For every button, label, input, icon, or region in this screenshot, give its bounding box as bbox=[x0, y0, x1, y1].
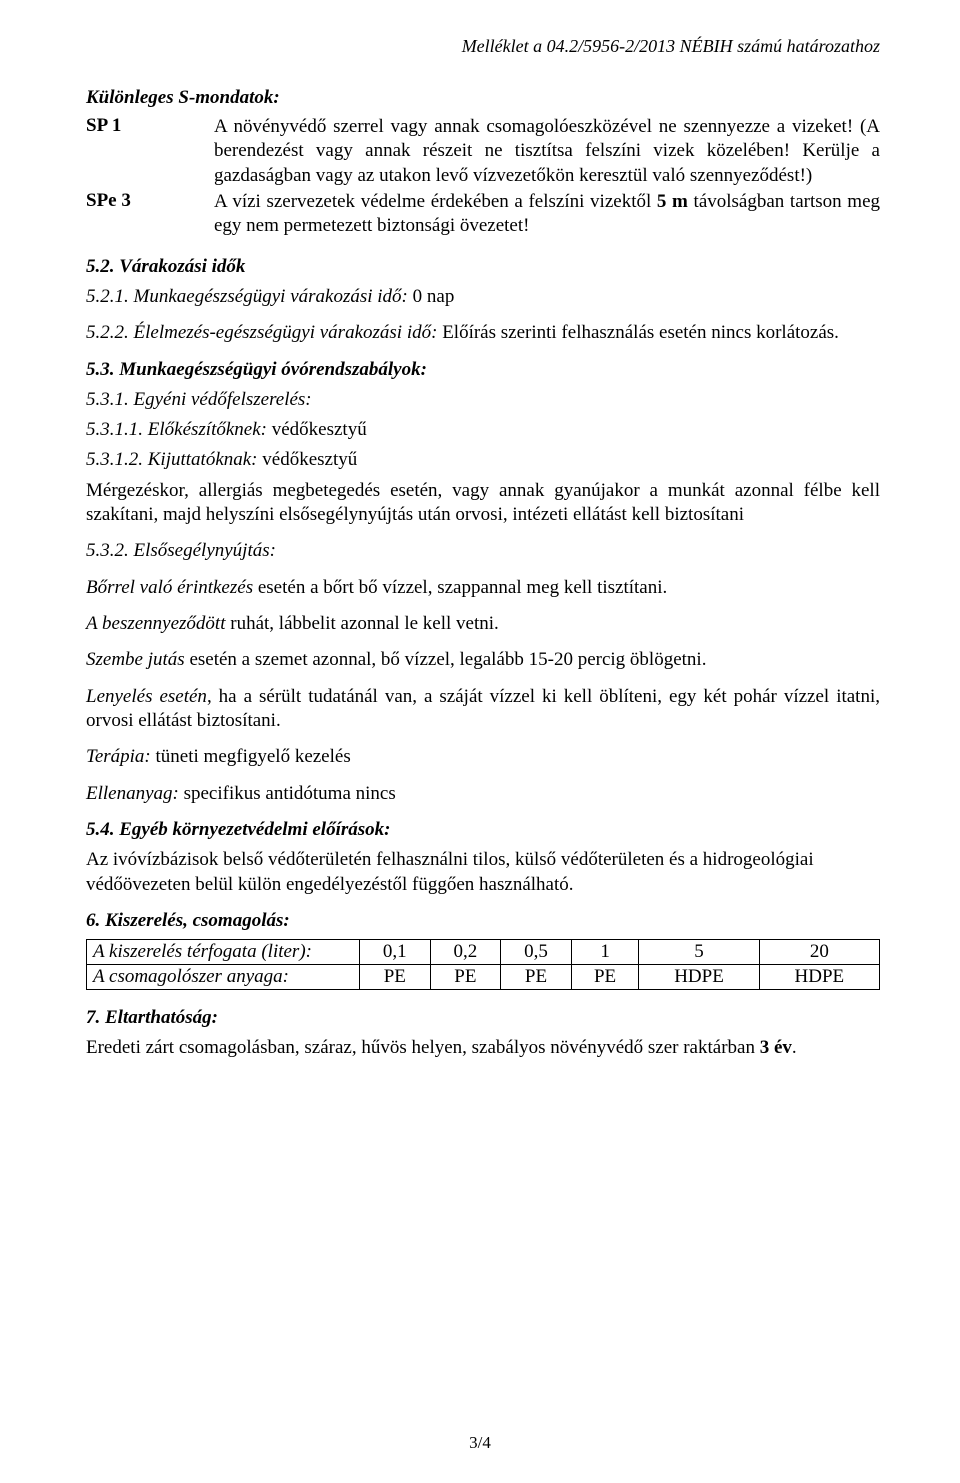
ppe-apply-value: védőkesztyű bbox=[258, 449, 358, 470]
pack-cell: 0,1 bbox=[360, 940, 431, 965]
environmental-heading: 5.4. Egyéb környezetvédelmi előírások: bbox=[86, 818, 880, 842]
antidote: Ellenanyag: specifikus antidótuma nincs bbox=[86, 782, 880, 806]
pack-cell: HDPE bbox=[639, 965, 759, 990]
sp-text: A vízi szervezetek védelme érdekében a f… bbox=[214, 190, 880, 239]
sp-text-bold: 5 m bbox=[657, 191, 688, 212]
antidote-text: specifikus antidótuma nincs bbox=[179, 783, 396, 804]
therapy: Terápia: tüneti megfigyelő kezelés bbox=[86, 745, 880, 769]
s-sentences-block: SP 1 A növényvédő szerrel vagy annak cso… bbox=[86, 115, 880, 239]
ppe-applicators: 5.3.1.2. Kijuttatóknak: védőkesztyű bbox=[86, 448, 880, 472]
eye-label: Szembe jutás bbox=[86, 649, 185, 670]
pack-cell: 0,2 bbox=[430, 940, 501, 965]
pack-cell: 0,5 bbox=[501, 940, 572, 965]
pack-cell: PE bbox=[501, 965, 572, 990]
pack-cell: 5 bbox=[639, 940, 759, 965]
packaging-heading: 6. Kiszerelés, csomagolás: bbox=[86, 909, 880, 933]
header-reference: Melléklet a 04.2/5956-2/2013 NÉBIH számú… bbox=[86, 36, 880, 57]
pack-cell: PE bbox=[571, 965, 639, 990]
swallow-label: Lenyelés esetén bbox=[86, 686, 207, 707]
skin-text: esetén a bőrt bő vízzel, szappannal meg … bbox=[253, 577, 667, 598]
poisoning-text: Mérgezéskor, allergiás megbetegedés eset… bbox=[86, 479, 880, 528]
first-aid-clothes: A beszennyeződött ruhát, lábbelit azonna… bbox=[86, 612, 880, 636]
eye-text: esetén a szemet azonnal, bő vízzel, lega… bbox=[185, 649, 707, 670]
waiting-times-item-2: 5.2.2. Élelmezés-egészségügyi várakozási… bbox=[86, 321, 880, 345]
sp-text: A növényvédő szerrel vagy annak csomagol… bbox=[214, 115, 880, 188]
shelf-life-prefix: Eredeti zárt csomagolásban, száraz, hűvö… bbox=[86, 1037, 760, 1058]
ppe-heading: 5.3.1. Egyéni védőfelszerelés: bbox=[86, 388, 880, 412]
first-aid-heading: 5.3.2. Elsősegélynyújtás: bbox=[86, 539, 880, 563]
waiting-item-label: 5.2.1. Munkaegészségügyi várakozási idő: bbox=[86, 286, 408, 307]
pack-row-label: A csomagolószer anyaga: bbox=[87, 965, 360, 990]
clothes-label: A beszennyeződött bbox=[86, 613, 226, 634]
ppe-prep-label: 5.3.1.1. Előkészítőknek: bbox=[86, 419, 267, 440]
clothes-text: ruhát, lábbelit azonnal le kell vetni. bbox=[226, 613, 499, 634]
ppe-apply-label: 5.3.1.2. Kijuttatóknak: bbox=[86, 449, 258, 470]
packaging-table: A kiszerelés térfogata (liter): 0,1 0,2 … bbox=[86, 939, 880, 990]
sp-code: SPe 3 bbox=[86, 190, 214, 212]
therapy-label: Terápia: bbox=[86, 746, 151, 767]
sp-code: SP 1 bbox=[86, 115, 214, 137]
antidote-label: Ellenanyag: bbox=[86, 783, 179, 804]
pack-cell: 20 bbox=[759, 940, 879, 965]
table-row: A kiszerelés térfogata (liter): 0,1 0,2 … bbox=[87, 940, 880, 965]
first-aid-eye: Szembe jutás esetén a szemet azonnal, bő… bbox=[86, 648, 880, 672]
pack-cell: PE bbox=[430, 965, 501, 990]
skin-label: Bőrrel való érintkezés bbox=[86, 577, 253, 598]
pack-cell: HDPE bbox=[759, 965, 879, 990]
therapy-text: tüneti megfigyelő kezelés bbox=[151, 746, 351, 767]
shelf-life-bold: 3 év bbox=[760, 1037, 792, 1058]
pack-row-label: A kiszerelés térfogata (liter): bbox=[87, 940, 360, 965]
waiting-times-item-1: 5.2.1. Munkaegészségügyi várakozási idő:… bbox=[86, 285, 880, 309]
shelf-life-heading: 7. Eltarthatóság: bbox=[86, 1006, 880, 1030]
occupational-heading: 5.3. Munkaegészségügyi óvórendszabályok: bbox=[86, 358, 880, 382]
waiting-item-value: 0 nap bbox=[408, 286, 454, 307]
shelf-life-text: Eredeti zárt csomagolásban, száraz, hűvö… bbox=[86, 1036, 880, 1060]
pack-cell: PE bbox=[360, 965, 431, 990]
first-aid-skin: Bőrrel való érintkezés esetén a bőrt bő … bbox=[86, 576, 880, 600]
environmental-text: Az ivóvízbázisok belső védőterületén fel… bbox=[86, 848, 880, 897]
table-row: A csomagolószer anyaga: PE PE PE PE HDPE… bbox=[87, 965, 880, 990]
document-page: Melléklet a 04.2/5956-2/2013 NÉBIH számú… bbox=[0, 0, 960, 1483]
sp-text-prefix: A vízi szervezetek védelme érdekében a f… bbox=[214, 191, 657, 212]
first-aid-swallow: Lenyelés esetén, ha a sérült tudatánál v… bbox=[86, 685, 880, 734]
waiting-times-heading: 5.2. Várakozási idők bbox=[86, 255, 880, 279]
waiting-item-label: 5.2.2. Élelmezés-egészségügyi várakozási… bbox=[86, 322, 437, 343]
page-number: 3/4 bbox=[0, 1433, 960, 1453]
ppe-prep-value: védőkesztyű bbox=[267, 419, 367, 440]
waiting-item-value: Előírás szerinti felhasználás esetén nin… bbox=[437, 322, 839, 343]
pack-cell: 1 bbox=[571, 940, 639, 965]
shelf-life-suffix: . bbox=[792, 1037, 797, 1058]
sp-row: SPe 3 A vízi szervezetek védelme érdekéb… bbox=[86, 190, 880, 239]
s-sentences-title: Különleges S-mondatok: bbox=[86, 87, 880, 109]
sp-row: SP 1 A növényvédő szerrel vagy annak cso… bbox=[86, 115, 880, 188]
ppe-preparers: 5.3.1.1. Előkészítőknek: védőkesztyű bbox=[86, 418, 880, 442]
